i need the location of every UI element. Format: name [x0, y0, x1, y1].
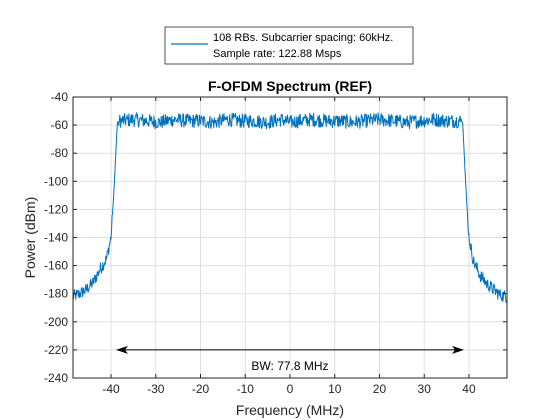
y-tick-label: -220	[44, 343, 68, 357]
x-axis-label: Frequency (MHz)	[236, 402, 344, 418]
y-tick-label: -40	[51, 90, 69, 104]
x-tick-label: 40	[462, 382, 476, 396]
x-tick-label: 10	[328, 382, 342, 396]
x-tick-label: -10	[237, 382, 255, 396]
y-tick-label: -200	[44, 315, 68, 329]
legend: 108 RBs. Subcarrier spacing: 60kHz. Samp…	[164, 26, 414, 65]
legend-text-line-1: 108 RBs. Subcarrier spacing: 60kHz.	[213, 32, 393, 44]
x-tick-label: 0	[287, 382, 294, 396]
y-tick-label: -140	[44, 231, 68, 245]
y-tick-label: -180	[44, 287, 68, 301]
x-tick-label: -40	[102, 382, 120, 396]
legend-box	[164, 26, 414, 65]
y-tick-label: -80	[51, 146, 69, 160]
x-tick-label: 30	[418, 382, 432, 396]
bandwidth-arrow-left-head	[115, 345, 128, 354]
x-tick-label: -20	[192, 382, 210, 396]
y-tick-label: -120	[44, 202, 68, 216]
bandwidth-annotation: BW: 77.8 MHz	[115, 345, 465, 373]
y-tick-label: -240	[44, 371, 68, 385]
y-axis-label: Power (dBm)	[22, 197, 38, 279]
chart-title: F-OFDM Spectrum (REF)	[208, 78, 372, 94]
axis-ticks: -40 -30 -20 -10 0 10 20 30 40-40-60-80-100-120-1…	[44, 90, 507, 396]
series-lines	[72, 112, 508, 303]
bandwidth-arrow-right-head	[452, 345, 465, 354]
legend-text-line-2: Sample rate: 122.88 Msps	[213, 48, 342, 60]
spectrum-line	[72, 112, 508, 303]
y-tick-label: -160	[44, 259, 68, 273]
x-tick-label: 20	[373, 382, 387, 396]
x-tick-label: -30	[147, 382, 165, 396]
bandwidth-label: BW: 77.8 MHz	[251, 359, 328, 373]
y-tick-label: -60	[51, 118, 69, 132]
y-tick-label: -100	[44, 174, 68, 188]
